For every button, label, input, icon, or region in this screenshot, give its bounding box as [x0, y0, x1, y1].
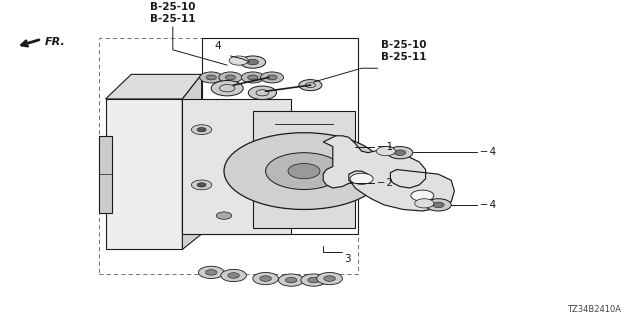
- Circle shape: [260, 276, 271, 281]
- Circle shape: [394, 150, 406, 156]
- Text: ─ 1: ─ 1: [378, 141, 394, 152]
- Circle shape: [200, 72, 223, 83]
- Circle shape: [197, 183, 206, 187]
- Polygon shape: [99, 136, 112, 212]
- Circle shape: [411, 190, 434, 201]
- Text: 4: 4: [214, 41, 221, 51]
- Circle shape: [266, 153, 342, 189]
- Circle shape: [376, 147, 396, 156]
- Circle shape: [240, 56, 266, 68]
- Text: TZ34B2410A: TZ34B2410A: [567, 305, 621, 314]
- Circle shape: [241, 72, 264, 83]
- Circle shape: [248, 86, 276, 100]
- Polygon shape: [182, 74, 202, 249]
- Circle shape: [253, 272, 278, 285]
- Polygon shape: [106, 74, 202, 99]
- Text: FR.: FR.: [45, 37, 65, 47]
- Circle shape: [285, 277, 297, 283]
- Circle shape: [211, 81, 243, 96]
- Circle shape: [387, 147, 413, 159]
- Circle shape: [206, 75, 216, 80]
- Circle shape: [301, 274, 326, 286]
- Text: B-25-10
B-25-11: B-25-10 B-25-11: [150, 2, 196, 24]
- Circle shape: [260, 72, 284, 83]
- Polygon shape: [253, 111, 355, 228]
- Circle shape: [324, 276, 335, 281]
- Text: B-25-10
B-25-11: B-25-10 B-25-11: [381, 41, 426, 62]
- Circle shape: [248, 75, 258, 80]
- Text: 3: 3: [344, 254, 351, 264]
- Text: ─ 4: ─ 4: [480, 147, 496, 157]
- Circle shape: [224, 133, 384, 210]
- Circle shape: [247, 59, 259, 65]
- Circle shape: [433, 202, 444, 208]
- Polygon shape: [106, 99, 182, 249]
- Circle shape: [317, 272, 342, 285]
- Circle shape: [225, 75, 236, 80]
- Circle shape: [288, 164, 320, 179]
- Circle shape: [426, 199, 451, 211]
- Circle shape: [191, 180, 212, 190]
- Text: ─ 4: ─ 4: [480, 200, 496, 210]
- Circle shape: [205, 270, 217, 275]
- Circle shape: [267, 75, 277, 80]
- Polygon shape: [323, 136, 454, 211]
- Circle shape: [228, 273, 239, 278]
- Circle shape: [229, 56, 248, 65]
- Circle shape: [415, 199, 434, 208]
- Circle shape: [191, 125, 212, 134]
- Circle shape: [221, 269, 246, 282]
- Polygon shape: [182, 99, 291, 234]
- Circle shape: [308, 277, 319, 283]
- Circle shape: [350, 173, 373, 184]
- Circle shape: [216, 212, 232, 219]
- Text: ─ 2: ─ 2: [378, 178, 394, 188]
- Circle shape: [198, 266, 224, 278]
- Circle shape: [299, 80, 322, 91]
- Circle shape: [197, 127, 206, 132]
- Circle shape: [278, 274, 304, 286]
- Circle shape: [219, 72, 242, 83]
